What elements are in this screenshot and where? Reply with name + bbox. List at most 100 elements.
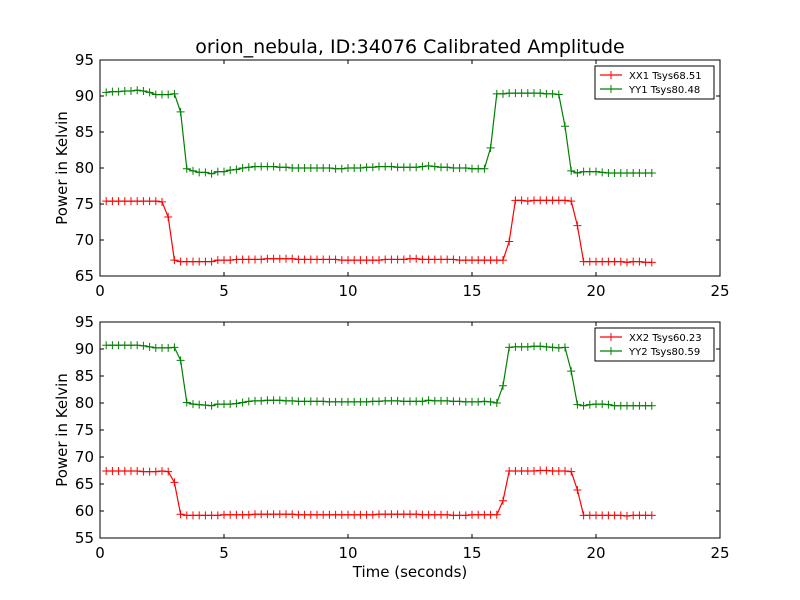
legend-swatch-marker [607,347,615,355]
data-point-marker [195,400,204,409]
x-tick-label: 15 [462,544,481,562]
data-point-marker [443,396,452,405]
data-point-marker [573,221,582,230]
data-point-marker [561,122,569,131]
data-point-marker [461,511,470,520]
data-point-marker [170,256,179,265]
data-point-marker [567,166,576,175]
data-point-marker [579,401,588,410]
data-point-marker [430,162,439,171]
data-point-marker [182,398,191,407]
data-point-marker [238,398,247,407]
data-point-marker [492,510,501,519]
data-point-marker [412,254,421,263]
data-point-marker [368,510,377,519]
data-point-marker [133,341,142,350]
data-point-marker [176,107,185,116]
series-xx1 [102,196,656,267]
x-tick-label: 25 [710,544,729,562]
data-point-marker [449,255,458,264]
data-point-marker [282,163,290,172]
data-point-marker [257,255,266,264]
data-point-marker [418,397,427,406]
data-point-marker [393,396,402,405]
data-point-marker [542,342,551,351]
data-point-marker [647,169,656,178]
y-tick-label: 65 [75,267,94,285]
data-point-marker [561,467,569,476]
y-axis-label: Power in Kelvin [53,373,71,487]
y-tick-label: 80 [75,394,94,412]
data-point-marker [474,397,483,406]
data-point-marker [226,256,235,265]
data-point-marker [548,89,557,98]
data-point-marker [387,162,396,171]
data-point-marker [554,343,563,352]
data-point-marker [455,397,464,406]
data-point-marker [207,401,216,410]
data-point-marker [424,161,433,170]
legend-swatch-marker [607,71,615,79]
data-point-marker [499,89,507,98]
data-point-marker [151,197,160,206]
data-point-marker [492,399,501,407]
data-point-marker [604,400,613,409]
x-tick-label: 10 [338,544,357,562]
y-tick-label: 85 [75,123,94,141]
y-tick-label: 55 [75,529,94,547]
data-point-marker [207,257,216,266]
data-point-marker [499,256,507,265]
data-point-marker [133,86,142,95]
data-point-marker [164,90,173,99]
data-point-marker [176,510,185,519]
data-point-marker [567,197,576,206]
data-point-marker [375,397,383,406]
data-point-marker [523,197,532,206]
data-point-marker [505,237,514,246]
series-yy1 [102,86,656,178]
data-point-marker [505,343,514,352]
legend: XX1 Tsys68.51 YY1 Tsys80.48 [594,65,715,100]
data-point-marker [145,342,154,351]
y-tick-label: 90 [75,87,94,105]
data-point-marker [114,87,123,96]
data-point-marker [517,196,526,205]
data-point-marker [585,400,594,409]
data-point-marker [530,467,538,476]
x-tick-label: 5 [219,282,229,300]
data-point-marker [616,257,625,266]
data-point-marker [170,343,179,352]
data-point-marker [461,164,470,172]
data-point-marker [598,400,607,409]
data-point-marker [356,164,365,172]
data-point-marker [616,511,625,520]
data-point-marker [232,165,241,174]
x-tick-label: 20 [586,544,605,562]
data-point-marker [319,397,328,406]
data-point-marker [480,397,489,406]
data-point-marker [213,511,222,520]
data-point-marker [480,164,489,173]
axes-frame [99,321,721,539]
data-point-marker [567,467,576,476]
data-point-marker [127,86,135,95]
data-point-marker [164,212,173,221]
data-point-marker [592,167,600,176]
y-tick-label: 95 [75,51,94,69]
data-point-marker [536,89,545,98]
x-tick-label: 0 [95,282,105,300]
legend-box [594,327,715,362]
data-point-marker [443,510,452,519]
data-point-marker [486,397,495,406]
data-point-marker [368,163,377,172]
data-point-marker [486,143,495,152]
data-point-marker [412,510,421,519]
data-point-marker [647,511,656,520]
data-point-marker [331,255,340,264]
data-point-marker [164,467,173,476]
data-point-marker [424,396,433,405]
x-tick-label: 5 [219,544,229,562]
data-point-marker [542,466,551,475]
